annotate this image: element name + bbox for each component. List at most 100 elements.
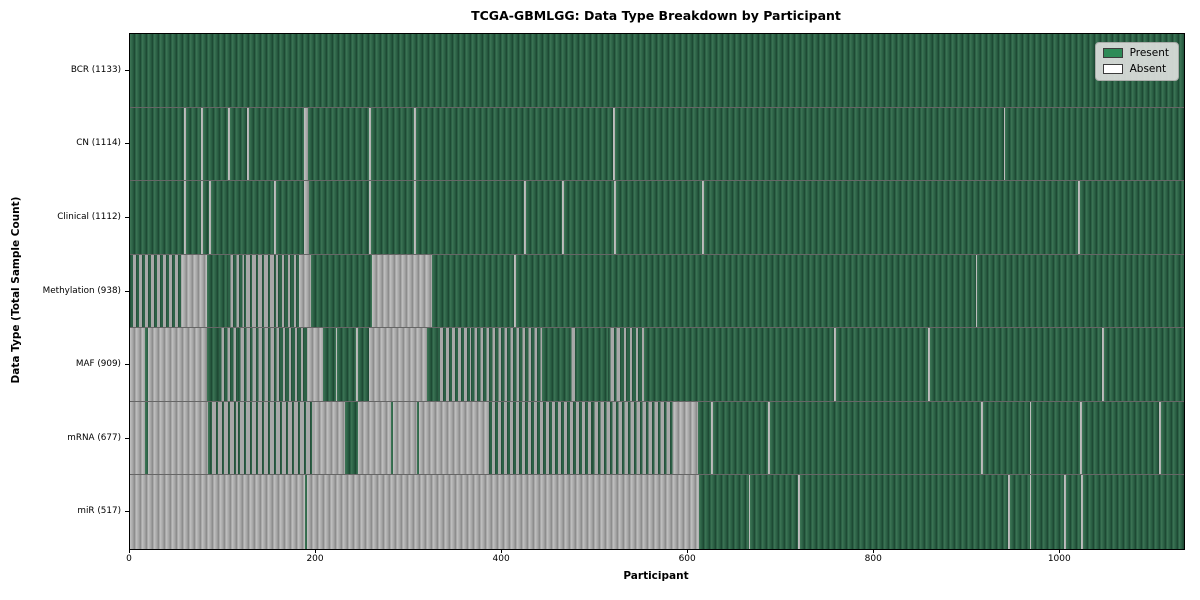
segment-mixed (130, 254, 183, 328)
segment-present (370, 107, 414, 181)
segment-mixed (471, 328, 543, 401)
segment-present (307, 107, 370, 181)
segment-absent (371, 254, 433, 328)
segment-present (130, 107, 184, 181)
row-bcr (130, 34, 1184, 108)
segment-absent (182, 254, 208, 328)
segment-absent (981, 401, 984, 475)
segment-absent (1063, 475, 1066, 549)
x-tick-label: 600 (678, 554, 696, 564)
segment-absent (1008, 475, 1011, 549)
segment-absent (200, 181, 203, 254)
segment-absent (1003, 107, 1006, 181)
segment-present (1160, 401, 1184, 475)
segment-absent (748, 475, 751, 549)
segment-present (1065, 475, 1081, 549)
segment-mixed (436, 328, 472, 401)
segment-present (983, 401, 1030, 475)
segment-mixed (569, 328, 577, 401)
row-cn (130, 107, 1184, 182)
segment-present (432, 254, 515, 328)
segment-absent (612, 107, 615, 181)
segment-mixed (489, 401, 593, 475)
segment-absent (393, 401, 418, 475)
segment-absent (183, 107, 186, 181)
segment-mixed (277, 254, 300, 328)
segment-mixed (237, 328, 279, 401)
segment-present (526, 181, 562, 254)
segment-absent (514, 254, 517, 328)
segment-absent (307, 328, 323, 401)
segment-absent (315, 401, 345, 475)
segment-present (977, 254, 1184, 328)
row-clinical (130, 181, 1184, 255)
segment-present (703, 181, 1078, 254)
legend-absent-label: Absent (1129, 62, 1167, 75)
segment-present (542, 328, 570, 401)
segment-present (210, 181, 275, 254)
segment-absent (1029, 475, 1032, 549)
absent-swatch (1102, 63, 1123, 74)
x-tick-label: 800 (864, 554, 882, 564)
segment-absent (227, 107, 230, 181)
segment-absent (335, 328, 338, 401)
y-tick-label: BCR (1133) (70, 64, 121, 75)
segment-absent (369, 107, 371, 181)
y-tick-label: mRNA (677) (67, 432, 121, 443)
segment-mixed (592, 401, 675, 475)
segment-absent (357, 401, 392, 475)
segment-absent (1029, 401, 1032, 475)
segment-present (426, 328, 437, 401)
legend-present-label: Present (1129, 47, 1169, 59)
segment-absent (413, 107, 416, 181)
segment-absent (183, 181, 186, 254)
segment-present (391, 401, 394, 475)
segment-present (249, 107, 304, 181)
segment-present (207, 254, 227, 328)
segment-present (563, 181, 614, 254)
x-tick-label: 1000 (1047, 554, 1071, 564)
row-mrna (130, 401, 1184, 476)
segment-absent (768, 401, 771, 475)
segment-absent (975, 254, 978, 328)
segment-present (415, 107, 613, 181)
segment-present (615, 181, 703, 254)
segment-present (229, 107, 248, 181)
segment-absent (147, 401, 209, 475)
segment-present (304, 475, 307, 549)
segment-present (344, 401, 358, 475)
segment-absent (247, 107, 250, 181)
segment-absent (834, 328, 837, 401)
segment-absent (303, 107, 308, 181)
segment-present (308, 181, 370, 254)
segment-absent (1079, 401, 1082, 475)
segment-present (1005, 107, 1184, 181)
segment-present (643, 328, 835, 401)
segment-mixed (210, 401, 238, 475)
segment-present (614, 107, 1004, 181)
segment-present (144, 401, 148, 475)
segment-present (322, 328, 336, 401)
segment-present (202, 107, 228, 181)
segment-absent (524, 181, 527, 254)
segment-absent (130, 475, 305, 549)
segment-present (516, 254, 976, 328)
segment-absent (303, 181, 309, 254)
segment-mixed (620, 328, 644, 401)
row-maf (130, 328, 1184, 402)
segment-present (1079, 181, 1184, 254)
legend-item-present: Present (1102, 47, 1169, 59)
segment-present (207, 328, 219, 401)
segment-absent (274, 181, 277, 254)
segment-present (185, 107, 201, 181)
segment-absent (356, 328, 358, 401)
segment-mixed (244, 254, 278, 328)
present-swatch (1102, 48, 1123, 59)
segment-absent (147, 328, 208, 401)
segment-present (1103, 328, 1184, 401)
segment-present (799, 475, 1009, 549)
segment-present (415, 181, 525, 254)
segment-absent (369, 181, 371, 254)
segment-present (417, 401, 420, 475)
